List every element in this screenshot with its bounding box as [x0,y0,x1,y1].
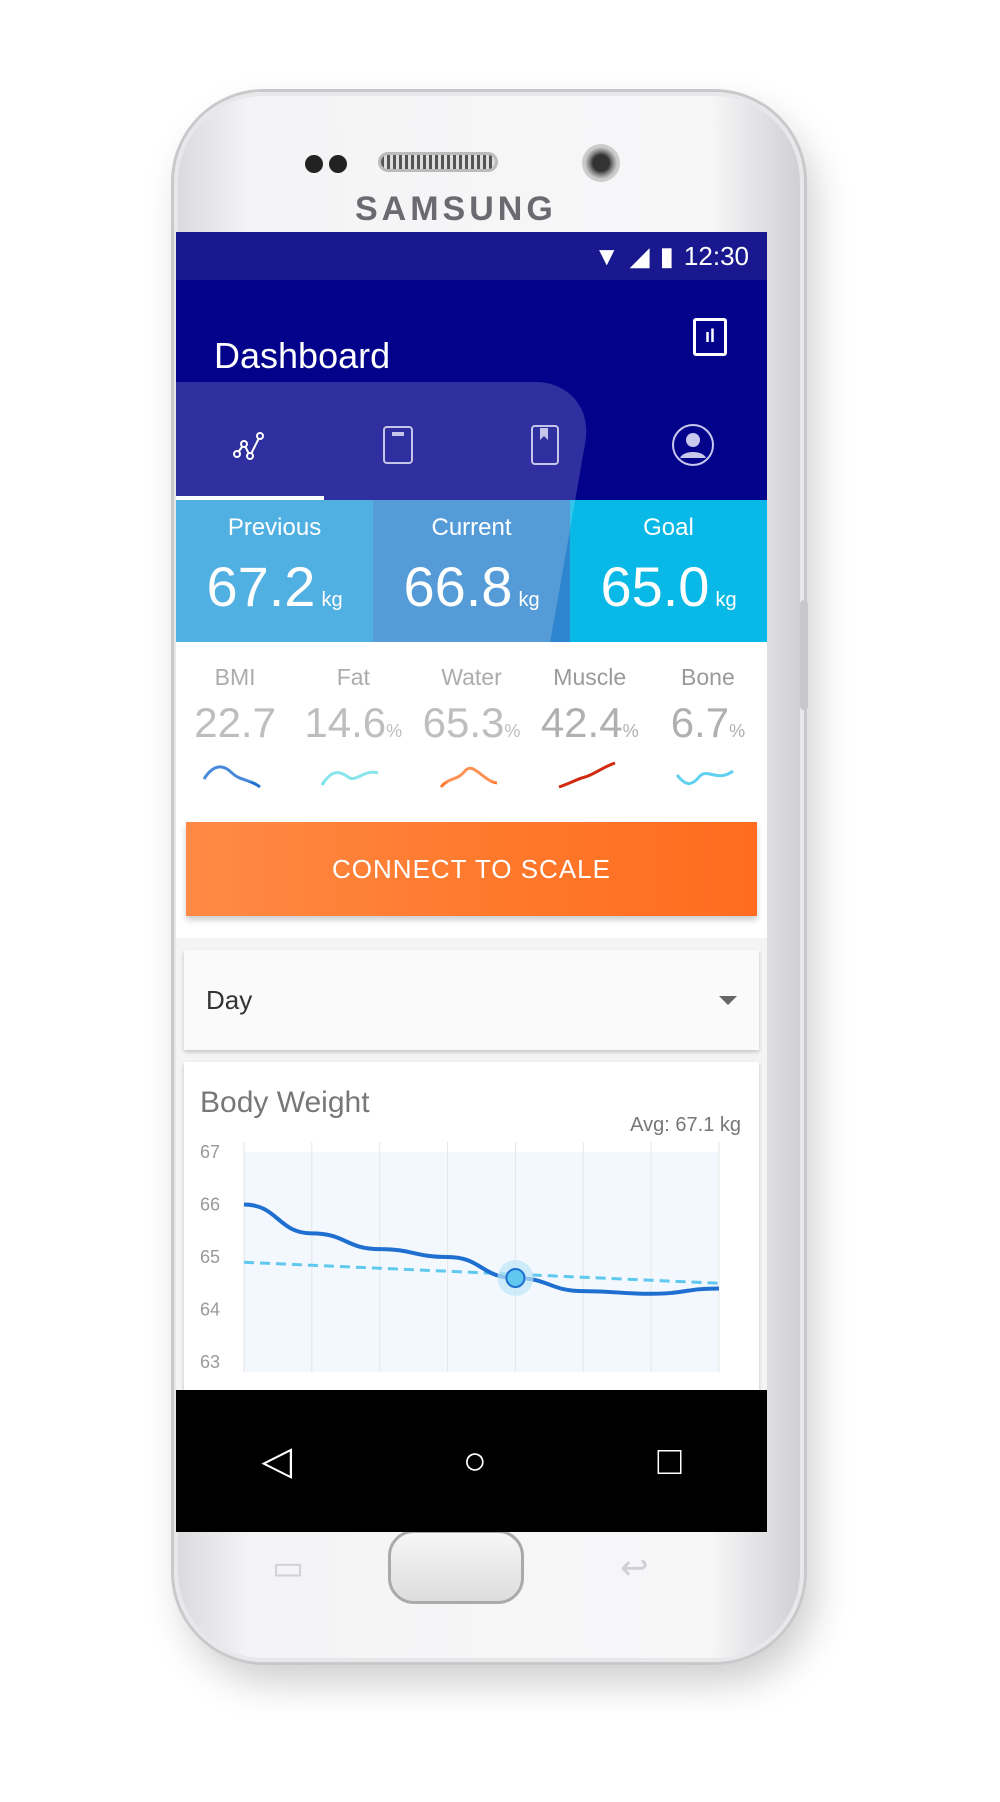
page-title: Dashboard [214,335,391,376]
screen: ▼ ◢ ▮ 12:30 Dashboard ıl Previous 67.2 kg… [176,232,767,1532]
brand-logo: SAMSUNG [355,190,557,228]
chevron-down-icon [719,995,737,1005]
metric-value: 65.3 [422,699,505,746]
earpiece [378,152,498,172]
metric-value: 14.6 [304,699,387,746]
stat-unit: kg [518,589,540,611]
android-nav-bar: ◁ ○ □ [176,1390,767,1532]
stat-label: Goal [643,514,694,541]
sparkline [202,765,262,789]
weight-summary: Previous 67.2 kg Current 66.8 kg Goal 65.0… [176,500,767,642]
stat-unit: kg [715,589,737,611]
sparkline [675,769,734,785]
metric-bmi[interactable]: BMI 22.7 [176,664,294,812]
y-tick-label: 67 [200,1142,220,1162]
metric-unit: % [504,721,521,741]
metric-value: 42.4 [540,699,623,746]
metric-value: 22.7 [194,699,276,746]
tab-bar [176,390,767,500]
recent-apps-icon[interactable]: □ [657,1438,682,1483]
clock: 12:30 [683,240,749,271]
metric-water[interactable]: Water 65.3% [412,664,530,812]
weight-series-line [243,1202,720,1296]
tab-journal[interactable] [472,390,620,500]
metric-unit: % [729,721,746,741]
sparkline [321,770,379,786]
y-tick-label: 65 [200,1247,220,1267]
chart-average: Avg: 67.1 kg [630,1114,741,1136]
home-icon[interactable]: ○ [462,1438,487,1483]
stat-value: 66.8 [403,555,513,618]
y-tick-label: 63 [200,1352,220,1372]
battery-icon: ▮ [659,240,674,271]
connect-to-scale-button[interactable]: CONNECT TO SCALE [186,822,757,916]
metric-name: Water [441,664,502,690]
metric-unit: % [386,721,403,741]
sparkline [558,761,616,789]
stat-label: Current [431,514,512,541]
body-metrics: BMI 22.7 Fat 14.6% Water 65.3% Muscle 42.4% Bone… [176,642,767,812]
metric-name: Bone [681,664,735,690]
back-icon[interactable]: ◁ [261,1439,293,1483]
metric-name: Muscle [553,664,627,690]
signal-icon: ◢ [629,240,650,271]
bookmark-book-icon [531,425,560,465]
metric-name: Fat [336,664,370,690]
period-select-value: Day [206,984,253,1015]
sparkline [439,766,497,789]
app-bar: Dashboard ıl [176,280,767,500]
side-button [800,600,808,710]
metric-unit: % [622,721,639,741]
period-select[interactable]: Day [184,950,759,1050]
recent-apps-key-icon[interactable]: ▭ [272,1549,305,1587]
stat-unit: kg [321,589,343,611]
body-weight-chart: 63 64 65 66 67 [200,1142,720,1372]
sensors [305,155,347,173]
stat-previous: Previous 67.2 kg [176,500,373,642]
scale-icon [382,426,413,464]
trend-chart-icon [232,432,264,460]
stat-label: Previous [227,514,322,541]
highlight-point [505,1268,526,1288]
stat-goal: Goal 65.0 kg [570,500,767,642]
metric-name: BMI [214,664,256,690]
bar-chart-icon[interactable]: ıl [693,318,727,356]
front-camera [582,144,620,182]
metric-fat[interactable]: Fat 14.6% [294,664,412,812]
status-bar: ▼ ◢ ▮ 12:30 [176,232,767,280]
wifi-icon: ▼ [593,240,620,271]
chart-title: Body Weight [200,1086,370,1119]
metric-bone[interactable]: Bone 6.7% [649,664,767,812]
plot-area [244,1152,719,1372]
metric-value: 6.7 [670,699,730,746]
back-key-icon[interactable]: ↩ [620,1549,649,1587]
stat-value: 65.0 [600,555,710,618]
hardware-home-button[interactable] [388,1530,524,1604]
stat-value: 67.2 [206,555,316,618]
tab-scale[interactable] [324,390,472,500]
tab-profile[interactable] [619,390,767,500]
y-tick-label: 66 [200,1195,220,1215]
metric-muscle[interactable]: Muscle 42.4% [531,664,649,812]
tab-trends[interactable] [176,390,324,500]
y-tick-label: 64 [200,1300,220,1320]
stat-current: Current 66.8 kg [373,500,570,642]
profile-icon [672,424,715,466]
